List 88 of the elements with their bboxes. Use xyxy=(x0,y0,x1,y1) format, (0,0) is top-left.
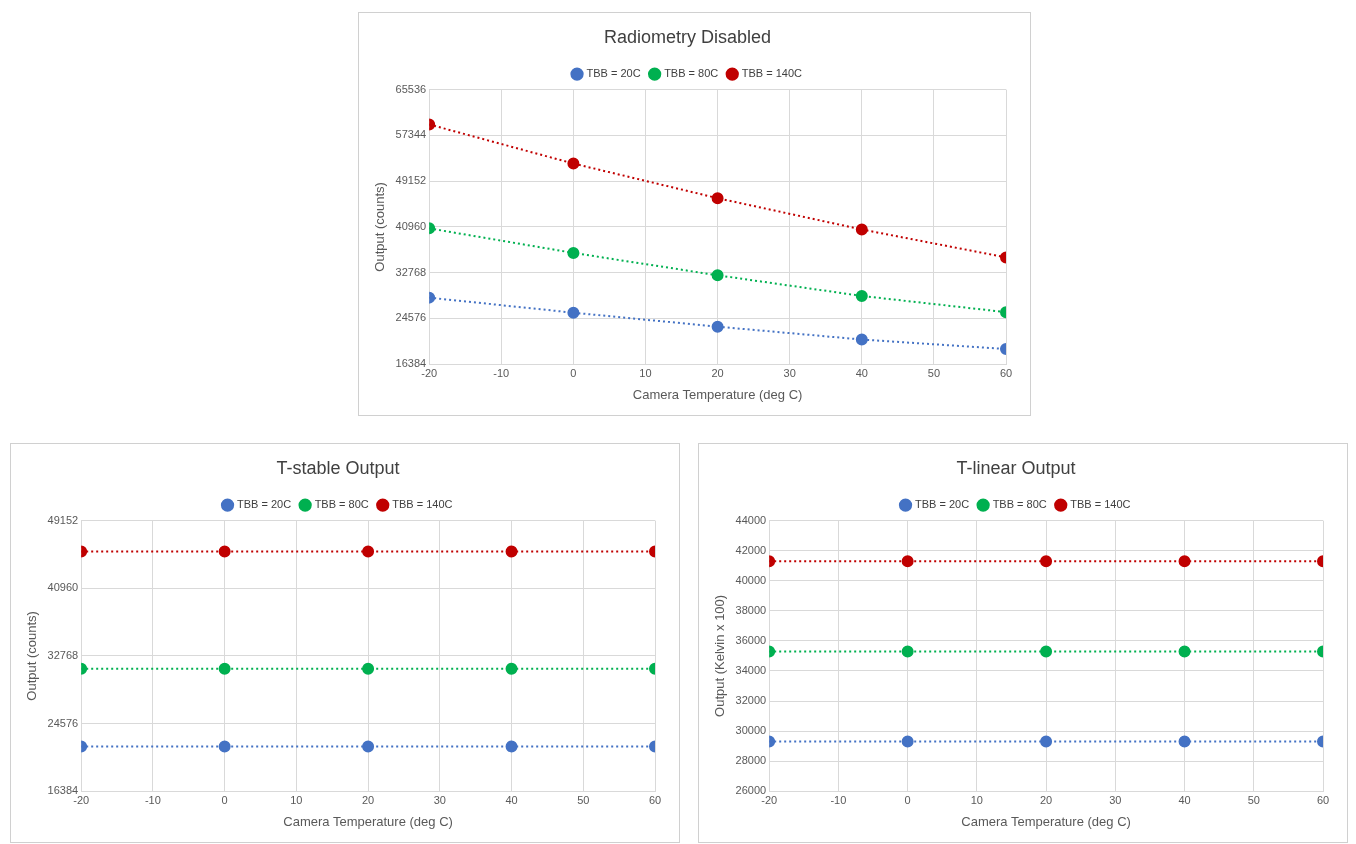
point xyxy=(362,740,375,753)
point xyxy=(505,545,518,558)
x-tick-label: 20 xyxy=(711,366,724,379)
y-tick-label: 36000 xyxy=(735,633,767,646)
legend-label: TBB = 20C xyxy=(237,498,292,511)
x-axis-title: Camera Temperature (deg C) xyxy=(961,813,1131,829)
point xyxy=(711,320,724,333)
legend-label: TBB = 140C xyxy=(1070,498,1131,511)
legend-label: TBB = 20C xyxy=(586,67,641,80)
x-tick-label: 30 xyxy=(1109,793,1122,806)
point xyxy=(567,306,580,319)
y-tick-label: 42000 xyxy=(735,543,767,556)
y-tick-label: 24576 xyxy=(47,716,79,729)
y-tick-label: 32768 xyxy=(395,265,427,278)
y-axis-title: Output (counts) xyxy=(24,611,40,701)
y-axis-title: Output (counts) xyxy=(372,182,388,272)
x-axis-title: Camera Temperature (deg C) xyxy=(632,386,803,402)
x-axis-title: Camera Temperature (deg C) xyxy=(283,813,453,829)
y-axis-title: Output (Kelvin x 100) xyxy=(712,594,728,717)
point xyxy=(218,740,231,753)
x-tick-label: -10 xyxy=(830,793,847,806)
x-tick-label: 60 xyxy=(999,366,1013,379)
x-tick-label: 60 xyxy=(648,793,662,806)
point xyxy=(1178,645,1191,658)
x-tick-label: 20 xyxy=(1039,793,1053,806)
point xyxy=(505,740,518,753)
y-tick-label: 40960 xyxy=(395,219,427,232)
x-tick-label: -10 xyxy=(144,793,161,806)
y-tick-label: 65536 xyxy=(395,82,427,95)
y-tick-label: 49152 xyxy=(395,174,427,187)
point xyxy=(855,333,868,346)
chart-title: T-linear Output xyxy=(956,457,1076,478)
x-tick-label: 30 xyxy=(783,366,796,379)
point xyxy=(901,735,914,748)
x-tick-label: 60 xyxy=(1316,793,1330,806)
x-tick-label: 40 xyxy=(1178,793,1191,806)
x-tick-label: 10 xyxy=(970,793,983,806)
x-tick-label: 30 xyxy=(433,793,446,806)
x-tick-label: 10 xyxy=(290,793,303,806)
y-tick-label: 40000 xyxy=(735,573,767,586)
y-tick-label: 30000 xyxy=(735,724,767,737)
x-tick-label: 40 xyxy=(505,793,518,806)
x-tick-label: -10 xyxy=(493,366,510,379)
y-tick-label: 32768 xyxy=(47,648,79,661)
point xyxy=(1178,555,1191,568)
y-tick-label: 49152 xyxy=(47,513,79,526)
y-tick-label: 57344 xyxy=(395,128,427,141)
point xyxy=(362,545,375,558)
point xyxy=(362,662,375,675)
point xyxy=(218,662,231,675)
x-tick-label: 50 xyxy=(927,366,941,379)
point xyxy=(1040,645,1053,658)
point xyxy=(505,662,518,675)
legend-label: TBB = 20C xyxy=(915,498,970,511)
point xyxy=(218,545,231,558)
x-tick-label: 40 xyxy=(855,366,868,379)
y-tick-label: 24576 xyxy=(395,311,427,324)
x-tick-label: 50 xyxy=(577,793,590,806)
chart-title: Radiometry Disabled xyxy=(603,26,772,47)
x-tick-label: 20 xyxy=(361,793,375,806)
legend-label: TBB = 140C xyxy=(741,67,803,80)
x-tick-label: 0 xyxy=(570,366,577,379)
point xyxy=(1040,735,1053,748)
legend-label: TBB = 80C xyxy=(992,498,1047,511)
point xyxy=(855,223,868,236)
x-tick-label: 10 xyxy=(639,366,652,379)
point xyxy=(567,157,580,170)
point xyxy=(567,246,580,259)
y-tick-label: 44000 xyxy=(735,513,767,526)
y-tick-label: 38000 xyxy=(735,603,767,616)
point xyxy=(901,645,914,658)
legend-label: TBB = 140C xyxy=(392,498,453,511)
legend-label: TBB = 80C xyxy=(314,498,369,511)
legend-label: TBB = 80C xyxy=(664,67,719,80)
y-tick-label: 32000 xyxy=(735,694,767,707)
point xyxy=(1178,735,1191,748)
point xyxy=(711,269,724,282)
x-tick-label: 50 xyxy=(1247,793,1260,806)
x-tick-label: 0 xyxy=(221,793,228,806)
y-tick-label: 40960 xyxy=(47,581,79,594)
point xyxy=(711,192,724,205)
y-tick-label: 28000 xyxy=(735,754,767,767)
point xyxy=(1040,555,1053,568)
point xyxy=(855,289,868,302)
point xyxy=(901,555,914,568)
chart-title: T-stable Output xyxy=(276,457,400,478)
y-tick-label: 34000 xyxy=(735,663,767,676)
x-tick-label: 0 xyxy=(904,793,911,806)
